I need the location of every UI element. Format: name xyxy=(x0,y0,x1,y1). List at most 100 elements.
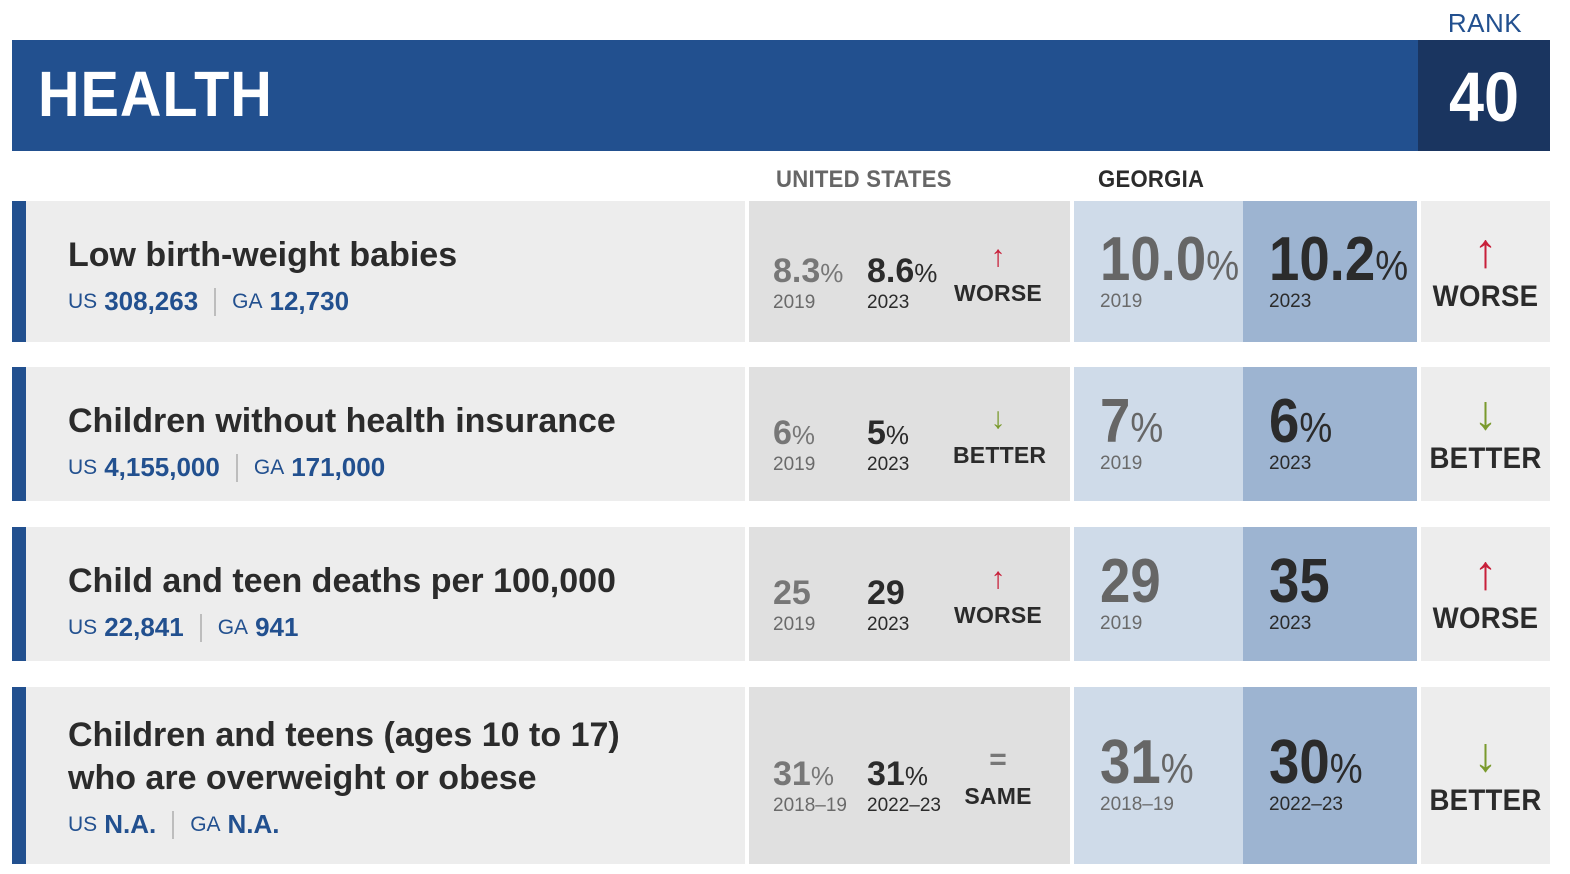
us-values-panel: 8.3% 2019 8.6% 2023 ↑ WORSE xyxy=(749,201,1070,342)
us-count: 4,155,000 xyxy=(104,452,220,482)
us-count: 22,841 xyxy=(104,612,184,642)
ga-old-unit: % xyxy=(1160,745,1194,792)
us-new-number: 29 xyxy=(867,574,905,612)
indicator-label-panel: Child and teen deaths per 100,000 US 22,84… xyxy=(12,527,745,661)
ga-old-number: 7 xyxy=(1100,387,1131,456)
ga-new-number: 30 xyxy=(1269,728,1330,797)
ga-new-panel: 6% 2023 xyxy=(1243,367,1417,501)
ga-old-year: 2019 xyxy=(1100,291,1143,312)
us-new-year: 2023 xyxy=(867,454,910,475)
ga-old-panel: 29 2019 xyxy=(1074,527,1243,661)
us-trend-label: WORSE xyxy=(954,280,1042,306)
ga-trend-panel: ↑ WORSE xyxy=(1421,201,1550,342)
us-count-prefix: US xyxy=(68,615,98,639)
ga-trend-arrow-icon: ↑ xyxy=(1473,547,1498,600)
ga-trend-panel: ↑ WORSE xyxy=(1421,527,1550,661)
ga-count-prefix: GA xyxy=(253,455,285,479)
us-trend-arrow-icon: ↑ xyxy=(990,240,1006,273)
ga-old-value: 7% xyxy=(1100,391,1163,453)
ga-new-value: 6% xyxy=(1269,391,1332,453)
us-old-unit: % xyxy=(791,420,816,450)
us-old-number: 25 xyxy=(773,574,811,612)
us-old-value: 6% xyxy=(773,416,815,450)
indicator-label-panel: Children without health insurance US 4,155… xyxy=(12,367,745,501)
section-header: HEALTH xyxy=(12,40,1418,151)
ga-new-unit: % xyxy=(1329,745,1363,792)
count-divider xyxy=(235,453,238,482)
ga-old-panel: 7% 2019 xyxy=(1074,367,1243,501)
ga-trend-arrow-icon: ↑ xyxy=(1473,224,1498,278)
us-old-number: 6 xyxy=(773,414,792,452)
indicator-title-line: Children and teens (ages 10 to 17) xyxy=(68,716,620,754)
us-old-value: 25 xyxy=(773,576,811,610)
us-new-unit: % xyxy=(885,420,910,450)
ga-new-number: 6 xyxy=(1269,387,1300,456)
ga-old-year: 2018–19 xyxy=(1100,794,1174,815)
ga-new-number: 35 xyxy=(1269,547,1330,616)
us-new-year: 2022–23 xyxy=(867,795,941,816)
ga-old-number: 29 xyxy=(1100,547,1161,616)
us-old-year: 2019 xyxy=(773,454,816,475)
ga-count: 171,000 xyxy=(291,452,386,482)
us-values-panel: 25 2019 29 2023 ↑ WORSE xyxy=(749,527,1070,661)
us-old-number: 8.3 xyxy=(773,252,821,290)
ga-trend-label: WORSE xyxy=(1432,279,1539,313)
ga-count-prefix: GA xyxy=(190,812,221,836)
ga-count-prefix: GA xyxy=(232,289,263,313)
rank-badge: 40 xyxy=(1418,40,1550,151)
us-new-number: 5 xyxy=(867,414,886,452)
us-trend-label: BETTER xyxy=(953,442,1047,468)
count-divider xyxy=(172,810,175,839)
indicator-title-line: Child and teen deaths per 100,000 xyxy=(68,562,616,600)
ga-trend-label: BETTER xyxy=(1429,783,1542,817)
us-count: 308,263 xyxy=(104,286,199,316)
ga-old-value: 10.0% xyxy=(1100,229,1239,291)
indicator-title-line: Low birth-weight babies xyxy=(68,236,458,274)
ga-old-unit: % xyxy=(1130,404,1164,451)
indicator-title-line: Children without health insurance xyxy=(68,402,616,440)
section-title: HEALTH xyxy=(38,58,273,130)
ga-new-year: 2023 xyxy=(1269,291,1312,312)
ga-count: 12,730 xyxy=(269,286,350,316)
ga-trend-panel: ↓ BETTER xyxy=(1421,367,1550,501)
indicator-row: Children and teens (ages 10 to 17) who ar… xyxy=(12,687,1550,864)
ga-old-unit: % xyxy=(1206,242,1240,289)
indicator-title-line: who are overweight or obese xyxy=(68,759,537,797)
ga-count-prefix: GA xyxy=(217,615,249,639)
ga-new-value: 35 xyxy=(1269,551,1330,613)
us-trend-label: WORSE xyxy=(954,602,1042,628)
ga-new-panel: 35 2023 xyxy=(1243,527,1417,661)
us-old-number: 31 xyxy=(773,755,811,793)
us-trend: = SAME xyxy=(953,745,1043,810)
us-old-unit: % xyxy=(810,761,834,791)
ga-count: 941 xyxy=(255,612,299,642)
us-new-value: 29 xyxy=(867,576,905,610)
indicator-row: Low birth-weight babies US 308,263 GA 12,730… xyxy=(12,201,1550,342)
ga-new-unit: % xyxy=(1375,242,1409,289)
ga-count: N.A. xyxy=(227,809,280,839)
rank-label: RANK xyxy=(1447,8,1523,38)
indicator-title: Children without health insurance xyxy=(68,400,616,443)
us-old-value: 8.3% xyxy=(773,254,843,288)
us-old-value: 31% xyxy=(773,757,834,791)
us-count-prefix: US xyxy=(68,812,98,836)
ga-new-value: 30% xyxy=(1269,732,1363,794)
indicator-counts: US 308,263 GA 12,730 xyxy=(68,286,349,317)
ga-new-panel: 30% 2022–23 xyxy=(1243,687,1417,864)
indicator-counts: US N.A. GA N.A. xyxy=(68,809,280,840)
us-new-value: 5% xyxy=(867,416,909,450)
us-trend: ↑ WORSE xyxy=(953,242,1043,307)
ga-new-year: 2022–23 xyxy=(1269,794,1343,815)
us-trend: ↓ BETTER xyxy=(953,404,1047,469)
us-old-year: 2019 xyxy=(773,292,816,313)
us-trend-label: SAME xyxy=(964,783,1032,809)
ga-trend-label: WORSE xyxy=(1432,602,1539,635)
ga-old-panel: 31% 2018–19 xyxy=(1074,687,1243,864)
count-divider xyxy=(199,613,202,642)
ga-old-year: 2019 xyxy=(1100,453,1143,474)
indicator-title: Child and teen deaths per 100,000 xyxy=(68,560,616,603)
us-new-year: 2023 xyxy=(867,292,910,313)
ga-trend-arrow-icon: ↓ xyxy=(1473,728,1498,782)
ga-new-value: 10.2% xyxy=(1269,229,1408,291)
us-new-number: 8.6 xyxy=(867,252,915,290)
